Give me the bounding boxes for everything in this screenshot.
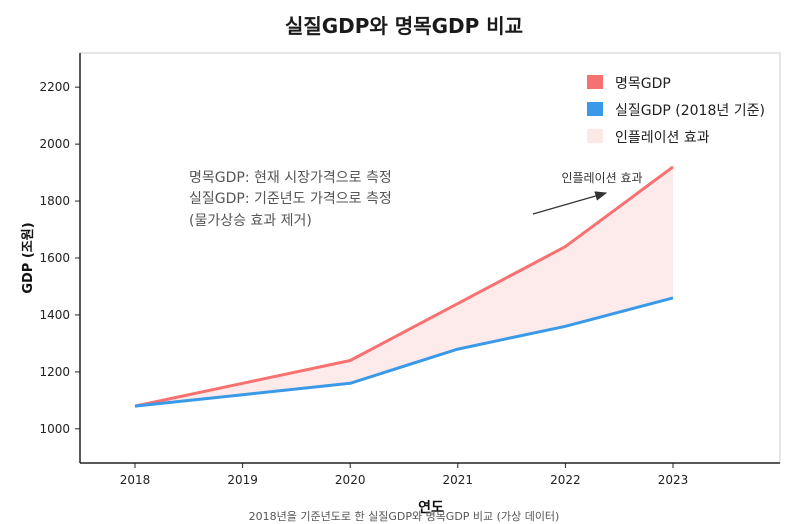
legend-swatch-inflation <box>587 129 603 143</box>
y-tick-label: 1800 <box>39 194 70 208</box>
chart-caption: 2018년을 기준년도로 한 실질GDP와 명목GDP 비교 (가상 데이터) <box>248 510 560 523</box>
series-line-real <box>134 296 674 408</box>
annotation-arrow <box>532 191 608 215</box>
note-line: 실질GDP: 기준년도 가격으로 측정 <box>189 191 392 207</box>
y-tick-label: 2200 <box>39 80 70 94</box>
note-line: (물가상승 효과 제거) <box>189 213 312 229</box>
y-tick-label: 1200 <box>39 365 70 379</box>
x-tick-label: 2023 <box>658 473 689 487</box>
x-tick-label: 2020 <box>335 473 366 487</box>
x-tick-label: 2022 <box>550 473 581 487</box>
inflation-fill-area <box>135 166 673 407</box>
legend-swatch-real <box>587 102 603 116</box>
note-line: 명목GDP: 현재 시장가격으로 측정 <box>189 170 392 186</box>
legend-label-nominal: 명목GDP <box>615 76 671 92</box>
x-tick-label: 2021 <box>443 473 474 487</box>
y-tick-label: 2000 <box>39 137 70 151</box>
x-tick-label: 2018 <box>120 473 151 487</box>
chart-title: 실질GDP와 명목GDP 비교 <box>284 14 524 38</box>
legend-swatch-nominal <box>587 75 603 89</box>
y-tick-label: 1400 <box>39 308 70 322</box>
legend-label-real: 실질GDP (2018년 기준) <box>615 103 765 119</box>
y-axis-label: GDP (조원) <box>21 222 36 293</box>
arrow-annotation-label: 인플레이션 효과 <box>561 171 642 185</box>
y-tick-label: 1000 <box>39 422 70 436</box>
x-tick-label: 2019 <box>227 473 258 487</box>
legend: 명목GDP 실질GDP (2018년 기준) 인플레이션 효과 <box>587 75 765 146</box>
legend-label-inflation: 인플레이션 효과 <box>615 130 710 146</box>
y-tick-label: 1600 <box>39 251 70 265</box>
series-line-nominal <box>134 165 674 408</box>
x-axis-label: 연도 <box>418 500 444 514</box>
